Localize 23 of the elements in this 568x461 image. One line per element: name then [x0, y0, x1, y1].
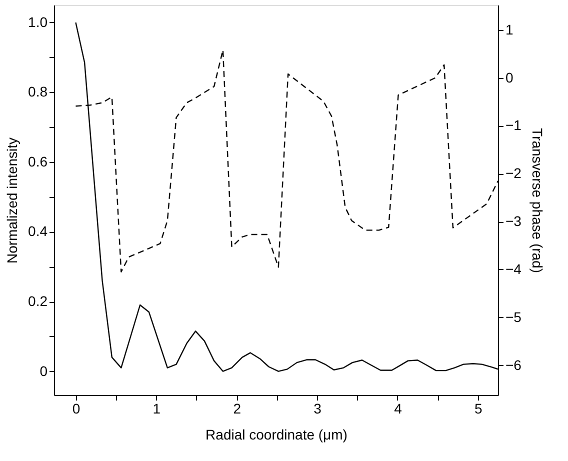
y2-tick-label: −1	[506, 117, 522, 134]
x-tick-label: 5	[474, 400, 482, 416]
y-tick-label: 0.4	[28, 223, 48, 240]
x-tick-label: 3	[314, 400, 322, 416]
y2-tick-label: −4	[506, 260, 522, 277]
y-tick-label: 0.2	[28, 293, 48, 310]
y2-tick-label: −5	[506, 308, 522, 325]
y2-tick-label: −2	[506, 165, 522, 182]
x-tick-label: 4	[394, 400, 402, 416]
x-tick-label: 0	[72, 400, 80, 416]
y2-tick-label: 0	[506, 69, 514, 86]
y-tick-label: 0.6	[28, 153, 48, 170]
y2-tick-label: 1	[506, 21, 514, 38]
x-tick-label: 2	[233, 400, 242, 416]
y2-tick-label: −3	[506, 213, 522, 230]
x-axis-title: Radial coordinate (μm)	[206, 426, 348, 442]
y-tick-label: 1.0	[28, 14, 48, 30]
y-tick-label: 0.8	[28, 84, 48, 100]
y-tick-label: 0	[40, 362, 48, 379]
y-axis-title: Normalized intensity	[4, 137, 20, 264]
y2-axis-title: Transverse phase (rad)	[529, 128, 546, 273]
y2-tick-label: −6	[506, 356, 522, 373]
x-tick-label: 1	[152, 400, 161, 416]
